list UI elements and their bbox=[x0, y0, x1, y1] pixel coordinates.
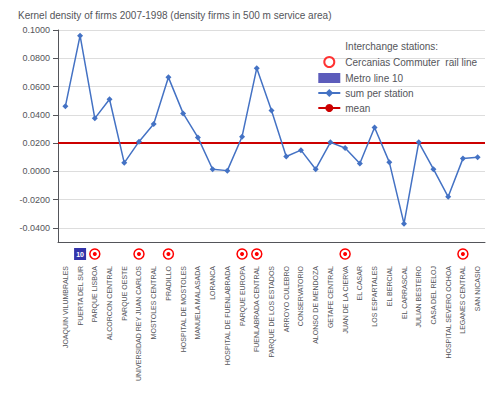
svg-text:EL CARRASCAL: EL CARRASCAL bbox=[401, 266, 408, 319]
svg-text:Interchange stations:: Interchange stations: bbox=[345, 41, 438, 52]
svg-text:EL CASAR: EL CASAR bbox=[356, 266, 363, 300]
svg-text:0.0400: 0.0400 bbox=[22, 110, 50, 120]
svg-text:SAN NICASIO: SAN NICASIO bbox=[474, 265, 481, 311]
svg-text:PARQUE LISBOA: PARQUE LISBOA bbox=[91, 266, 99, 323]
svg-text:LEGANES CENTRAL: LEGANES CENTRAL bbox=[459, 266, 466, 334]
svg-text:PARQUE DE LOS ESTADOS: PARQUE DE LOS ESTADOS bbox=[268, 266, 276, 358]
svg-text:CONSERVATORIO: CONSERVATORIO bbox=[297, 265, 304, 326]
svg-text:Kernel density of firms 2007-1: Kernel density of firms 2007-1998 (densi… bbox=[18, 10, 331, 21]
svg-text:LOS ESPARTALES: LOS ESPARTALES bbox=[371, 266, 378, 327]
svg-text:PARQUE OESTE: PARQUE OESTE bbox=[121, 266, 129, 321]
svg-text:CASA DEL RELOJ: CASA DEL RELOJ bbox=[430, 266, 437, 325]
svg-text:PRADILLO: PRADILLO bbox=[165, 265, 172, 300]
svg-text:LORANCA: LORANCA bbox=[209, 266, 216, 300]
svg-text:GETAFE CENTRAL: GETAFE CENTRAL bbox=[327, 266, 334, 328]
svg-text:Metro line 10: Metro line 10 bbox=[345, 73, 403, 84]
svg-text:HOSPITAL DE FUENLABRADA: HOSPITAL DE FUENLABRADA bbox=[224, 266, 231, 366]
svg-text:JUAN DE LA CIERVA: JUAN DE LA CIERVA bbox=[342, 266, 349, 334]
svg-text:HOSPITAL DE MOSTOLES: HOSPITAL DE MOSTOLES bbox=[180, 266, 187, 353]
svg-text:HOSPITAL SEVERO OCHOA: HOSPITAL SEVERO OCHOA bbox=[445, 266, 452, 359]
svg-text:JULIAN BESTEIRO: JULIAN BESTEIRO bbox=[415, 265, 422, 327]
svg-text:FUENLABRADA CENTRAL: FUENLABRADA CENTRAL bbox=[253, 266, 260, 352]
svg-text:0.0000: 0.0000 bbox=[22, 166, 50, 176]
svg-text:JOAQUIN VILUMBRALES: JOAQUIN VILUMBRALES bbox=[62, 266, 70, 348]
svg-text:0.0800: 0.0800 bbox=[22, 53, 50, 63]
svg-text:-0.0200: -0.0200 bbox=[19, 195, 50, 205]
svg-text:sum per station: sum per station bbox=[345, 88, 413, 99]
svg-text:ALONSO DE MENDOZA: ALONSO DE MENDOZA bbox=[312, 266, 319, 344]
svg-text:-0.0400: -0.0400 bbox=[19, 223, 50, 233]
svg-text:PARQUE EUROPA: PARQUE EUROPA bbox=[239, 266, 247, 326]
svg-text:ARROYO CULEBRO: ARROYO CULEBRO bbox=[283, 265, 290, 332]
svg-text:UNIVERSIDAD REY JUAN CARLOS: UNIVERSIDAD REY JUAN CARLOS bbox=[135, 266, 142, 381]
svg-text:EL BERCIAL: EL BERCIAL bbox=[386, 266, 393, 306]
svg-text:MANUELA MALASADA: MANUELA MALASADA bbox=[194, 266, 201, 340]
svg-text:PUERTA DEL SUR: PUERTA DEL SUR bbox=[77, 266, 84, 325]
svg-text:0.0600: 0.0600 bbox=[22, 82, 50, 92]
svg-text:Cercanias Commuter rail line: Cercanias Commuter rail line bbox=[345, 57, 477, 68]
svg-text:MOSTOLES CENTRAL: MOSTOLES CENTRAL bbox=[150, 266, 157, 339]
svg-text:0.1000: 0.1000 bbox=[22, 25, 50, 35]
svg-text:10: 10 bbox=[76, 251, 84, 258]
svg-text:0.0200: 0.0200 bbox=[22, 138, 50, 148]
svg-text:mean: mean bbox=[345, 103, 370, 114]
svg-text:ALCORCON CENTRAL: ALCORCON CENTRAL bbox=[106, 266, 113, 340]
